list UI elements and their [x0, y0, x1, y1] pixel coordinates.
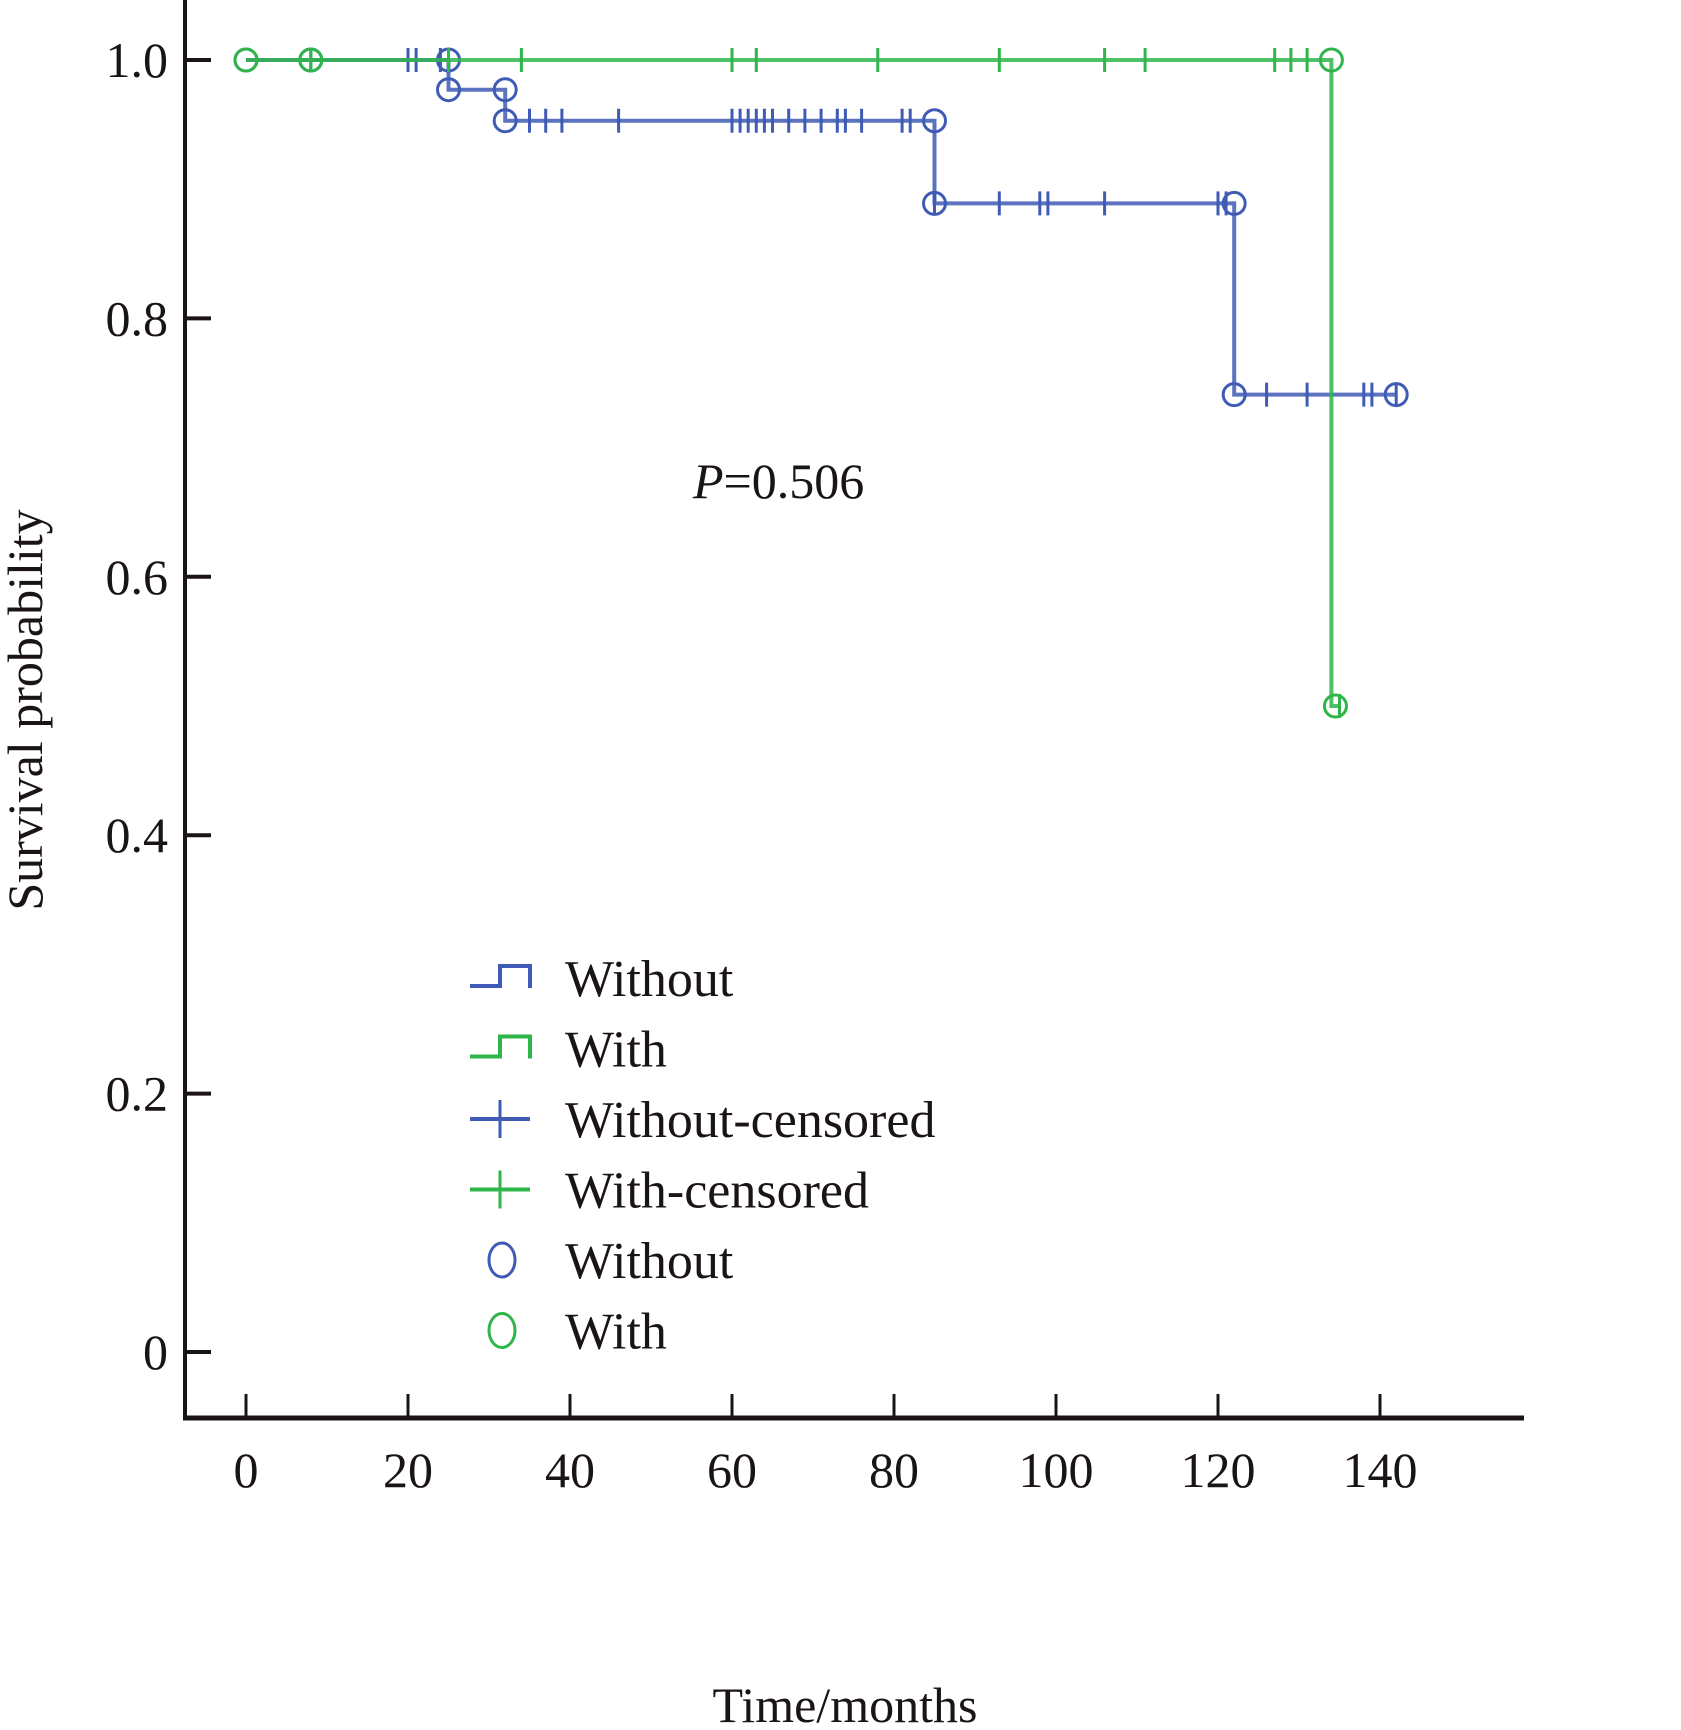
- y-axis-label: Survival probability: [0, 509, 53, 910]
- without-survival-curve: [246, 58, 1397, 397]
- legend: Without With Without-censored With-censored…: [470, 951, 935, 1361]
- p-value-annotation: P=0.506: [692, 453, 864, 509]
- legend-label: Without: [565, 1233, 734, 1290]
- legend-label: With-censored: [565, 1163, 869, 1220]
- legend-label: With: [565, 1304, 667, 1361]
- x-tick-label: 0: [234, 1442, 259, 1498]
- axis-ticks: 0 0.2 0.4 0.6 0.8 1.0 0 20 40 60 80 100 120 140: [106, 32, 1418, 1498]
- without-event-circle: [492, 77, 518, 103]
- x-tick-label: 120: [1181, 1442, 1256, 1498]
- y-tick-label: 0.6: [106, 549, 169, 605]
- y-tick-label: 0.8: [106, 290, 169, 346]
- with-event-circle: [298, 47, 324, 73]
- legend-label: Without: [565, 951, 734, 1008]
- legend-label: Without-censored: [565, 1092, 935, 1149]
- series-without: [233, 47, 1409, 408]
- y-tick-label: 0.2: [106, 1066, 169, 1122]
- y-tick-label: 0: [143, 1324, 168, 1380]
- legend-circle-icon: [487, 1312, 517, 1349]
- legend-step-icon: [470, 964, 532, 988]
- x-tick-label: 100: [1019, 1442, 1094, 1498]
- without-event-circle: [1383, 382, 1409, 408]
- x-tick-label: 20: [383, 1442, 433, 1498]
- x-tick-label: 140: [1343, 1442, 1418, 1498]
- x-tick-label: 80: [869, 1442, 919, 1498]
- without-event-circle: [436, 77, 461, 103]
- legend-item: With: [470, 1022, 667, 1079]
- with-event-circle: [233, 47, 259, 73]
- without-event-circle: [922, 108, 947, 134]
- x-tick-label: 60: [707, 1442, 757, 1498]
- y-tick-label: 1.0: [106, 32, 169, 88]
- legend-circle-icon: [487, 1241, 517, 1279]
- x-axis-label: Time/months: [713, 1677, 978, 1730]
- without-event-circle: [1221, 382, 1247, 408]
- legend-item: Without-censored: [470, 1092, 935, 1149]
- p-value-text: =0.506: [724, 453, 865, 509]
- plot-area: [233, 47, 1409, 719]
- legend-step-icon: [470, 1034, 532, 1059]
- with-survival-curve: [246, 58, 1340, 708]
- with-event-circle: [1318, 47, 1344, 73]
- without-event-circle: [492, 108, 518, 134]
- legend-label: With: [565, 1022, 667, 1079]
- legend-item: With-censored: [470, 1163, 869, 1220]
- with-event-circle: [1322, 693, 1348, 719]
- legend-item: Without: [470, 951, 734, 1008]
- without-event-circle: [1221, 190, 1247, 216]
- legend-item: Without: [487, 1233, 734, 1290]
- x-tick-label: 40: [545, 1442, 595, 1498]
- y-tick-label: 0.4: [106, 807, 169, 863]
- legend-item: With: [487, 1304, 667, 1361]
- series-with: [233, 47, 1348, 719]
- without-event-circle: [922, 190, 947, 216]
- p-value-symbol: P: [692, 453, 724, 509]
